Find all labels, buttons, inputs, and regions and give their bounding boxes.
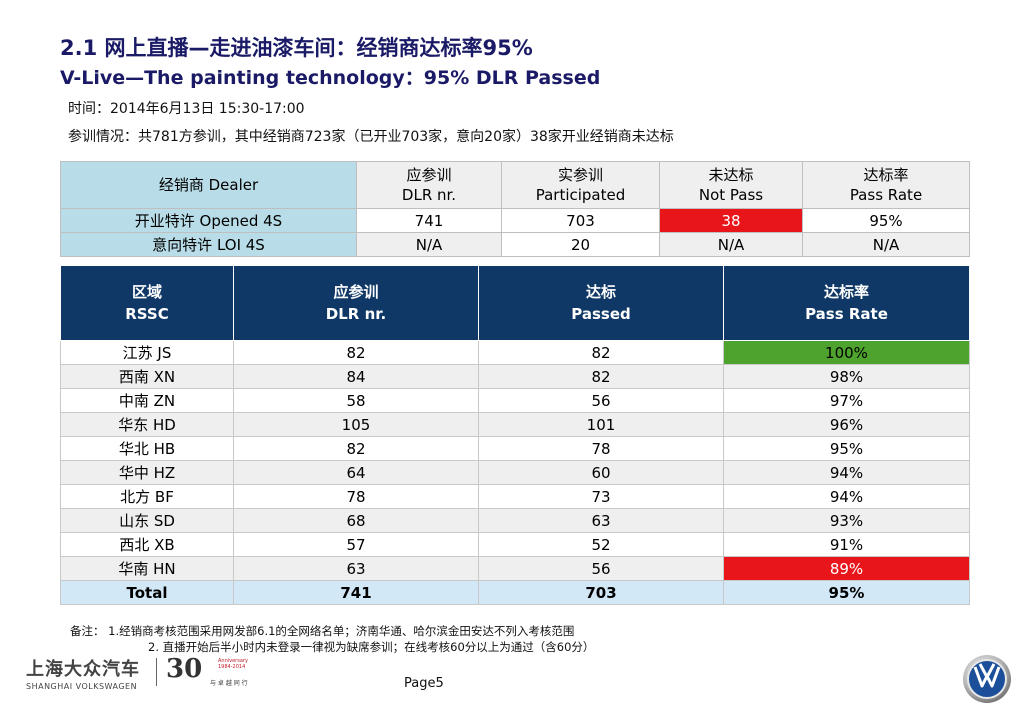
anniversary-slogan: 与 卓 越 同 行	[210, 680, 248, 687]
vw-logo-icon	[963, 655, 1011, 703]
dlr-nr-cell: 105	[233, 412, 479, 437]
region-cell: 中南 ZN	[60, 388, 234, 413]
table-row: 北方 BF 78 73 94%	[60, 484, 970, 509]
logo-chinese-name: 上海大众汽车	[26, 659, 140, 680]
table-row: 意向特许 LOI 4S N/A 20 N/A N/A	[60, 232, 970, 257]
pass-rate-cell: 96%	[723, 412, 970, 437]
total-dlr-nr: 741	[233, 580, 479, 605]
pass-rate-cell: N/A	[802, 232, 970, 257]
dlr-nr-cell: 63	[233, 556, 479, 581]
header-dlr-nr: 应参训 DLR nr.	[233, 265, 479, 341]
dlr-nr-cell: 68	[233, 508, 479, 533]
not-pass-cell: N/A	[659, 232, 803, 257]
region-cell: 华北 HB	[60, 436, 234, 461]
passed-cell: 73	[478, 484, 724, 509]
passed-cell: 101	[478, 412, 724, 437]
region-cell: 江苏 JS	[60, 340, 234, 365]
pass-rate-cell: 94%	[723, 460, 970, 485]
page-title: 2.1 网上直播—走进油漆车间：经销商达标率95%	[60, 36, 533, 60]
regional-table-header: 区域 RSSC 应参训 DLR nr. 达标 Passed 达标率 Pass Rate	[60, 265, 970, 341]
anniversary-text: Anniversary 1984-2014	[218, 658, 248, 670]
region-cell: 华东 HD	[60, 412, 234, 437]
passed-cell: 82	[478, 340, 724, 365]
footnote-2: 2. 直播开始后半小时内未登录一律视为缺席参训；在线考核60分以上为通过（含60…	[148, 640, 595, 654]
region-cell: 华中 HZ	[60, 460, 234, 485]
pass-rate-cell: 95%	[802, 208, 970, 233]
dlr-nr-cell: 84	[233, 364, 479, 389]
header-passed: 达标 Passed	[478, 265, 724, 341]
passed-cell: 56	[478, 556, 724, 581]
header-pass-rate: 达标率 Pass Rate	[723, 265, 970, 341]
dlr-nr-cell: 64	[233, 460, 479, 485]
pass-rate-cell: 93%	[723, 508, 970, 533]
not-pass-cell: 38	[659, 208, 803, 233]
header-region: 区域 RSSC	[60, 265, 234, 341]
region-cell: 华南 HN	[60, 556, 234, 581]
table-row: 山东 SD 68 63 93%	[60, 508, 970, 533]
region-cell: 北方 BF	[60, 484, 234, 509]
table-row: 江苏 JS 82 82 100%	[60, 340, 970, 365]
region-cell: 西北 XB	[60, 532, 234, 557]
dealer-table-header: 经销商 Dealer 应参训 DLR nr. 实参训 Participated 未达…	[60, 161, 970, 209]
dlr-nr-cell: 741	[356, 208, 502, 233]
page-number: Page5	[404, 676, 444, 691]
total-label: Total	[60, 580, 234, 605]
total-passed: 703	[478, 580, 724, 605]
header-dealer: 经销商 Dealer	[60, 161, 357, 209]
table-row: 华北 HB 82 78 95%	[60, 436, 970, 461]
table-row: 华中 HZ 64 60 94%	[60, 460, 970, 485]
table-row: 西南 XN 84 82 98%	[60, 364, 970, 389]
logo-english-name: SHANGHAI VOLKSWAGEN	[26, 682, 138, 691]
pass-rate-cell: 100%	[723, 340, 970, 365]
passed-cell: 60	[478, 460, 724, 485]
pass-rate-cell: 95%	[723, 436, 970, 461]
regional-results-table: 区域 RSSC 应参训 DLR nr. 达标 Passed 达标率 Pass Rate …	[60, 265, 970, 605]
dlr-nr-cell: 58	[233, 388, 479, 413]
passed-cell: 82	[478, 364, 724, 389]
passed-cell: 78	[478, 436, 724, 461]
participated-cell: 703	[501, 208, 660, 233]
passed-cell: 63	[478, 508, 724, 533]
page-subtitle: V-Live—The painting technology：95% DLR P…	[60, 67, 601, 89]
pass-rate-cell: 97%	[723, 388, 970, 413]
header-dlr-nr: 应参训 DLR nr.	[356, 161, 502, 209]
dlr-nr-cell: N/A	[356, 232, 502, 257]
anniversary-number: 30	[166, 654, 203, 684]
dlr-nr-cell: 78	[233, 484, 479, 509]
participated-cell: 20	[501, 232, 660, 257]
anniversary-logo: 30 Anniversary 1984-2014 与 卓 越 同 行	[166, 654, 248, 688]
table-row: 中南 ZN 58 56 97%	[60, 388, 970, 413]
header-pass-rate: 达标率 Pass Rate	[802, 161, 970, 209]
pass-rate-cell: 89%	[723, 556, 970, 581]
dlr-nr-cell: 57	[233, 532, 479, 557]
table-row: 华东 HD 105 101 96%	[60, 412, 970, 437]
header-not-pass: 未达标 Not Pass	[659, 161, 803, 209]
table-row: 开业特许 Opened 4S 741 703 38 95%	[60, 208, 970, 233]
participation-summary: 参训情况：共781方参训，其中经销商723家（已开业703家，意向20家）38家…	[68, 129, 674, 145]
pass-rate-cell: 98%	[723, 364, 970, 389]
pass-rate-cell: 91%	[723, 532, 970, 557]
logo-divider	[156, 658, 157, 686]
region-cell: 西南 XN	[60, 364, 234, 389]
session-time: 时间：2014年6月13日 15:30-17:00	[68, 101, 305, 117]
table-row: 华南 HN 63 56 89%	[60, 556, 970, 581]
dlr-nr-cell: 82	[233, 436, 479, 461]
footnotes: 备注： 1.经销商考核范围采用网发部6.1的全网络名单；济南华通、哈尔滨金田安达…	[70, 623, 594, 655]
header-participated: 实参训 Participated	[501, 161, 660, 209]
dlr-nr-cell: 82	[233, 340, 479, 365]
pass-rate-cell: 94%	[723, 484, 970, 509]
dealer-summary-table: 经销商 Dealer 应参训 DLR nr. 实参训 Participated 未达…	[60, 161, 970, 257]
passed-cell: 52	[478, 532, 724, 557]
footnote-1: 备注： 1.经销商考核范围采用网发部6.1的全网络名单；济南华通、哈尔滨金田安达…	[70, 624, 575, 638]
dealer-type-cell: 意向特许 LOI 4S	[60, 232, 357, 257]
total-pass-rate: 95%	[723, 580, 970, 605]
passed-cell: 56	[478, 388, 724, 413]
table-row: 西北 XB 57 52 91%	[60, 532, 970, 557]
region-cell: 山东 SD	[60, 508, 234, 533]
shanghai-volkswagen-logo: 上海大众汽车 SHANGHAI VOLKSWAGEN	[26, 655, 140, 691]
dealer-type-cell: 开业特许 Opened 4S	[60, 208, 357, 233]
total-row: Total 741 703 95%	[60, 580, 970, 605]
